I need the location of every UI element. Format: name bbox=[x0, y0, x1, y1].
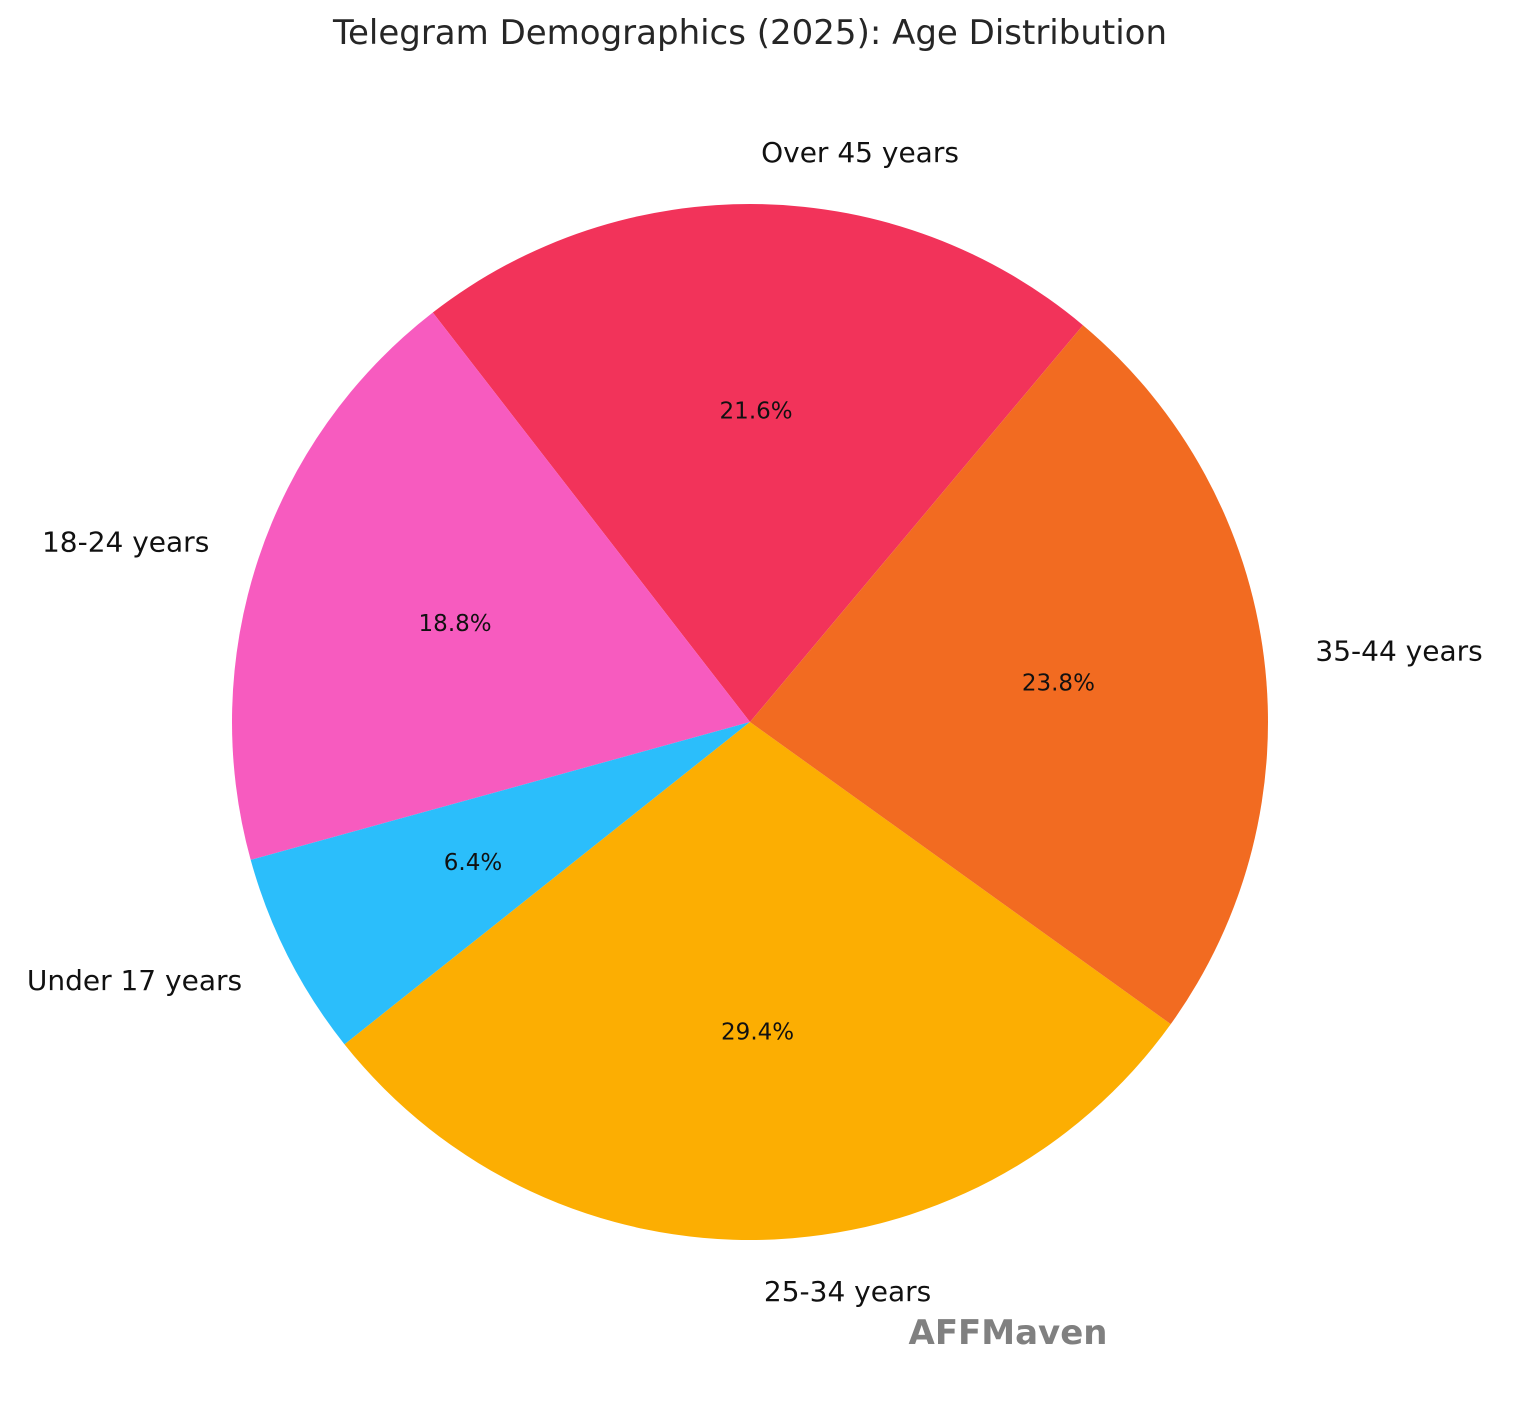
slice-label-18-24-years: 18-24 years bbox=[42, 526, 209, 559]
pct-label-25-34-years: 29.4% bbox=[721, 1020, 794, 1046]
pie-slice-under-17-years bbox=[250, 722, 750, 1045]
pct-label-over-45-years: 21.6% bbox=[720, 398, 793, 424]
slice-label-over-45-years: Over 45 years bbox=[761, 136, 959, 169]
pie-slices bbox=[231, 204, 1268, 1240]
pie-slice-35-44-years bbox=[750, 325, 1268, 1025]
pct-label-under-17-years: 6.4% bbox=[444, 850, 502, 876]
slice-label-35-44-years: 35-44 years bbox=[1315, 635, 1482, 668]
pie-slice-over-45-years bbox=[432, 204, 1083, 722]
pct-label-35-44-years: 23.8% bbox=[1022, 670, 1095, 696]
pie-slice-18-24-years bbox=[231, 312, 750, 860]
chart-title: Telegram Demographics (2025): Age Distri… bbox=[332, 13, 1167, 53]
slice-label-under-17-years: Under 17 years bbox=[27, 964, 242, 997]
pie-slice-25-34-years bbox=[344, 722, 1171, 1240]
slice-label-25-34-years: 25-34 years bbox=[764, 1275, 931, 1308]
pct-label-18-24-years: 18.8% bbox=[419, 611, 492, 637]
slice-labels: Over 45 years 21.6% 18-24 years 18.8% Under … bbox=[27, 136, 1483, 1308]
watermark-logo: AFFMaven bbox=[909, 1313, 1108, 1353]
